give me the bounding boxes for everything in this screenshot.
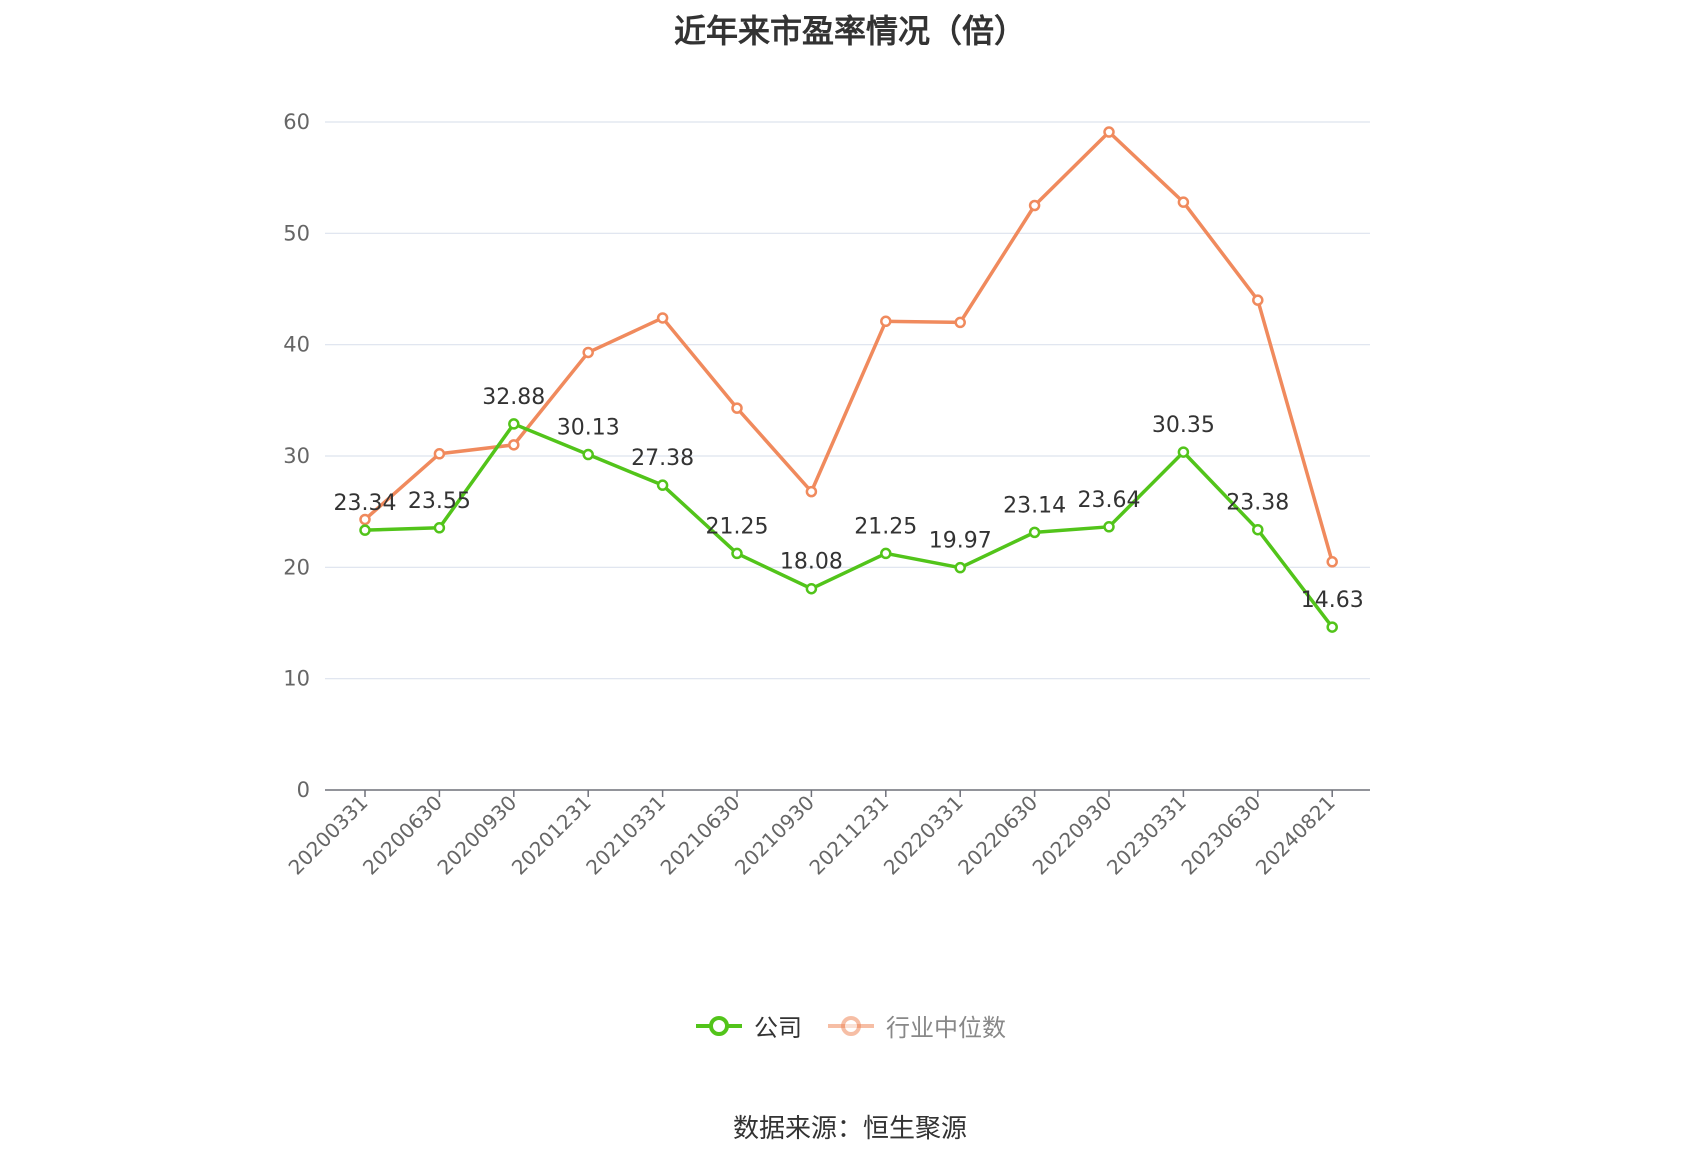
legend-label-industry: 行业中位数 <box>886 1014 1006 1042</box>
series-layer <box>359 126 1338 633</box>
data-point[interactable] <box>954 561 966 574</box>
y-tick-label: 10 <box>283 667 310 691</box>
x-tick-label: 20240821 <box>1251 791 1340 880</box>
legend-label-company: 公司 <box>754 1014 802 1042</box>
series-line <box>363 130 1334 563</box>
data-point[interactable] <box>1326 556 1338 568</box>
chart-title: 近年来市盈率情况（倍） <box>673 12 1026 50</box>
data-point[interactable] <box>954 316 966 329</box>
series-line <box>364 422 1334 629</box>
data-label: 30.13 <box>557 416 620 441</box>
data-point[interactable] <box>656 479 669 491</box>
y-tick-label: 50 <box>283 221 310 245</box>
x-tick-label: 20210630 <box>656 791 745 880</box>
data-point[interactable] <box>433 522 446 534</box>
y-tick-label: 20 <box>283 555 310 579</box>
data-label: 23.64 <box>1078 488 1141 513</box>
x-tick-label: 20220331 <box>879 791 968 880</box>
legend-marker-industry <box>828 1015 874 1036</box>
data-label: 21.25 <box>854 514 917 539</box>
data-point[interactable] <box>1103 126 1115 138</box>
legend: 公司 行业中位数 <box>0 1008 1700 1043</box>
y-tick-label: 40 <box>283 333 310 357</box>
data-point[interactable] <box>433 448 446 460</box>
data-point[interactable] <box>1028 199 1041 212</box>
series-industry <box>359 126 1338 568</box>
x-tick-label: 20201231 <box>507 791 596 880</box>
y-tick-label: 0 <box>297 778 310 802</box>
data-point[interactable] <box>805 485 818 498</box>
grid-lines <box>325 121 1370 680</box>
data-point[interactable] <box>880 315 892 328</box>
data-label: 30.35 <box>1152 413 1215 438</box>
y-tick-label: 60 <box>283 110 310 134</box>
y-tick-label: 30 <box>283 444 310 468</box>
data-point[interactable] <box>1028 526 1041 539</box>
data-label: 23.38 <box>1226 491 1289 516</box>
data-point[interactable] <box>880 547 892 560</box>
data-source: 数据来源：恒生聚源 <box>732 1114 967 1144</box>
legend-item-industry[interactable]: 行业中位数 <box>826 1008 1006 1043</box>
data-label: 18.08 <box>780 550 843 575</box>
data-point[interactable] <box>805 582 818 595</box>
data-label: 23.34 <box>334 491 397 516</box>
data-point[interactable] <box>508 418 520 430</box>
data-point[interactable] <box>508 439 520 451</box>
series-company <box>359 418 1338 633</box>
data-label: 19.97 <box>929 529 992 554</box>
x-tick-label: 20220630 <box>953 791 1042 880</box>
data-point[interactable] <box>359 524 371 536</box>
data-point[interactable] <box>1326 621 1338 633</box>
data-point[interactable] <box>1177 196 1190 208</box>
x-tick-label: 20230331 <box>1102 791 1191 880</box>
data-label: 23.14 <box>1003 493 1066 518</box>
data-point[interactable] <box>1252 523 1264 536</box>
legend-item-company[interactable]: 公司 <box>694 1008 802 1043</box>
data-point[interactable] <box>731 402 743 414</box>
data-label: 27.38 <box>631 446 694 471</box>
x-axis: 2020033120200630202009302020123120210331… <box>284 789 1370 880</box>
y-axis-ticks: 0 10 20 30 40 50 60 <box>283 110 310 802</box>
x-tick-label: 20200930 <box>432 791 521 880</box>
data-point[interactable] <box>582 346 594 359</box>
x-tick-label: 20210930 <box>730 791 819 880</box>
data-label: 32.88 <box>482 385 545 410</box>
data-labels: 23.34 23.55 32.88 30.13 27.38 21.25 18.08 21.25… <box>334 385 1364 613</box>
data-point[interactable] <box>582 448 594 461</box>
data-point[interactable] <box>1103 521 1115 533</box>
x-tick-label: 20200630 <box>358 791 447 880</box>
x-tick-label: 20230630 <box>1176 791 1265 880</box>
x-tick-label: 20210331 <box>581 791 670 880</box>
data-point[interactable] <box>731 547 743 560</box>
x-tick-label: 20211231 <box>804 791 893 880</box>
data-point[interactable] <box>1177 446 1190 458</box>
legend-marker-company <box>696 1015 742 1036</box>
data-label: 23.55 <box>408 489 471 514</box>
data-label: 21.25 <box>706 514 769 539</box>
data-point[interactable] <box>359 513 371 526</box>
x-tick-label: 20220930 <box>1028 791 1117 880</box>
x-tick-label: 20200331 <box>284 791 373 880</box>
data-label: 14.63 <box>1301 588 1364 613</box>
data-point[interactable] <box>656 312 669 324</box>
data-point[interactable] <box>1252 294 1264 306</box>
